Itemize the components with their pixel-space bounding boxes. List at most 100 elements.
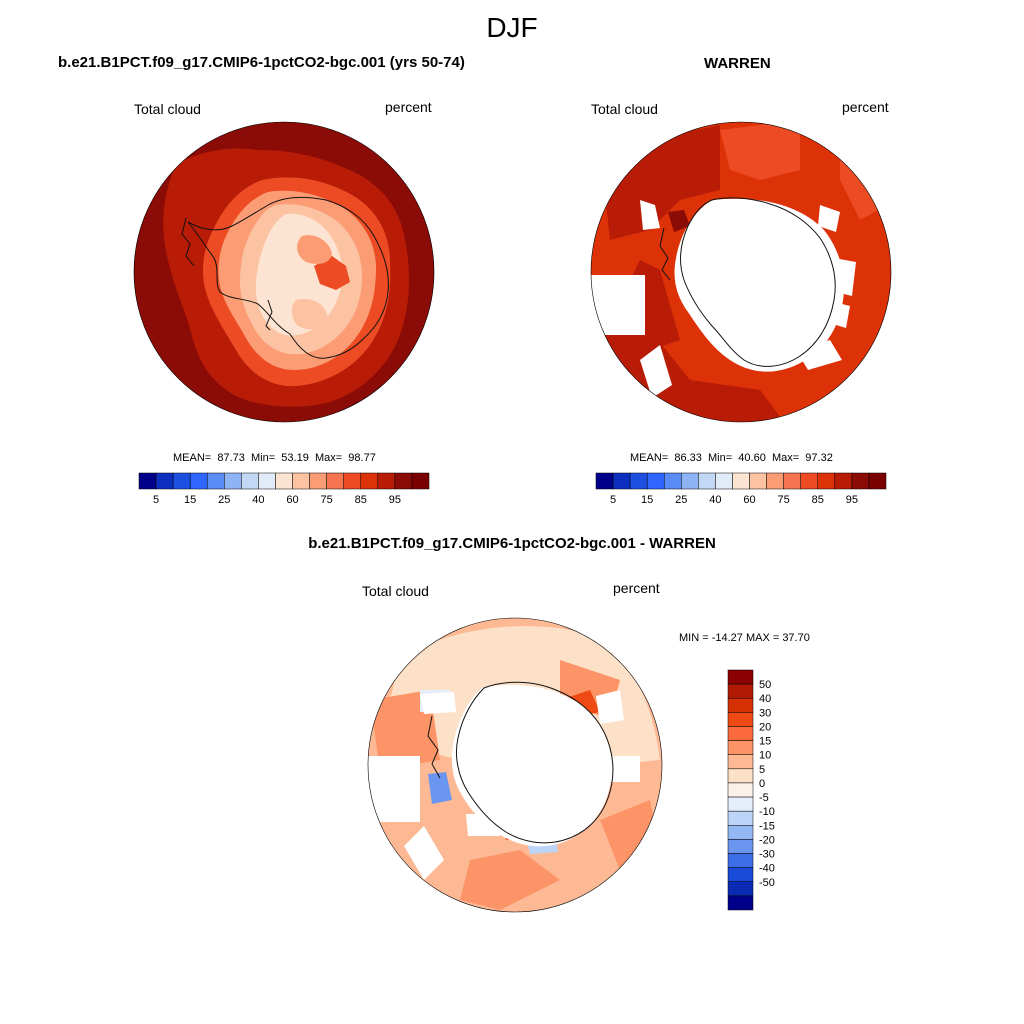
- diff-colorbar-box: [727, 712, 754, 727]
- obs-colorbar-box: [612, 472, 631, 490]
- diff-colorbar-box: [727, 754, 754, 770]
- diff-colorbar-box: [727, 810, 754, 826]
- model-colorbar-box: [189, 472, 208, 490]
- model-colorbar-box: [343, 472, 362, 490]
- obs-colorbar-box: [595, 472, 614, 490]
- diff-colorbar-box: [727, 796, 754, 812]
- obs-colorbar-box: [715, 472, 733, 490]
- diff-colorbar-box: [727, 895, 754, 911]
- model-colorbar-tick-label: 85: [355, 494, 367, 506]
- obs-colorbar-box: [766, 472, 784, 490]
- diff-units-label: percent: [613, 580, 660, 596]
- obs-colorbar-box: [851, 472, 870, 490]
- diff-colorbar-box: [727, 782, 754, 798]
- obs-colorbar-tick-label: 60: [743, 494, 755, 506]
- diff-colorbar-tick-label: -50: [759, 877, 775, 889]
- model-colorbar-tick-label: 25: [218, 494, 230, 506]
- obs-colorbar: 5 15 25 40 60 75 85 95: [595, 472, 887, 506]
- model-colorbar-box: [138, 472, 157, 490]
- diff-colorbar-box: [727, 683, 754, 699]
- obs-colorbar-box: [732, 472, 750, 490]
- obs-colorbar-box: [817, 472, 836, 490]
- diff-colorbar-box: [727, 768, 754, 784]
- obs-max-label: Max=: [771, 452, 800, 464]
- model-panel-title: b.e21.B1PCT.f09_g17.CMIP6-1pctCO2-bgc.00…: [58, 54, 465, 71]
- obs-variable-label: Total cloud: [591, 101, 658, 117]
- diff-colorbar-tick-label: -15: [759, 820, 775, 832]
- model-colorbar-box: [258, 472, 276, 490]
- diff-colorbar-tick-label: -20: [759, 834, 775, 846]
- model-colorbar: 5 15 25 40 60 75 85 95: [138, 472, 430, 506]
- model-colorbar-box: [172, 472, 191, 490]
- obs-colorbar-box: [698, 472, 716, 490]
- obs-colorbar-tick-label: 15: [641, 494, 653, 506]
- model-units-label: percent: [385, 99, 432, 115]
- model-colorbar-box: [241, 472, 259, 490]
- obs-colorbar-tick-label: 40: [709, 494, 721, 506]
- diff-panel-title: b.e21.B1PCT.f09_g17.CMIP6-1pctCO2-bgc.00…: [308, 535, 716, 552]
- obs-panel-title: WARREN: [704, 55, 771, 72]
- model-max-label: Max=: [314, 452, 343, 464]
- obs-colorbar-box: [681, 472, 699, 490]
- model-colorbar-box: [309, 472, 327, 490]
- diff-colorbar-tick-label: 0: [759, 778, 765, 790]
- diff-colorbar-box: [727, 853, 754, 868]
- obs-colorbar-box: [749, 472, 767, 490]
- diff-colorbar-tick-label: 50: [759, 679, 771, 691]
- obs-colorbar-box: [783, 472, 801, 490]
- obs-colorbar-box: [663, 472, 682, 490]
- model-min-value: 53.19: [281, 452, 309, 464]
- diff-colorbar-tick-label: 40: [759, 693, 771, 705]
- obs-max-value: 97.32: [805, 452, 833, 464]
- diff-colorbar-tick-label: -30: [759, 849, 775, 861]
- model-colorbar-tick-label: 15: [184, 494, 196, 506]
- model-colorbar-tick-label: 75: [321, 494, 333, 506]
- model-map: [134, 122, 434, 422]
- diff-colorbar-box: [727, 881, 754, 897]
- obs-min-value: 40.60: [738, 452, 766, 464]
- model-colorbar-box: [292, 472, 310, 490]
- obs-stats: MEAN= 86.33 Min= 40.60 Max= 97.32: [630, 452, 833, 464]
- model-colorbar-box: [411, 472, 430, 490]
- obs-mean-value: 86.33: [674, 452, 702, 464]
- model-colorbar-box: [275, 472, 293, 490]
- diff-colorbar-box: [727, 740, 754, 755]
- obs-colorbar-box: [868, 472, 887, 490]
- diff-colorbar-box: [727, 867, 754, 883]
- diff-colorbar-tick-label: 30: [759, 707, 771, 719]
- model-colorbar-box: [326, 472, 344, 490]
- model-colorbar-tick-label: 5: [153, 494, 159, 506]
- model-colorbar-box: [224, 472, 242, 490]
- model-colorbar-tick-label: 95: [389, 494, 401, 506]
- diff-map: [368, 618, 662, 912]
- diff-minmax: MIN = -14.27 MAX = 37.70: [679, 632, 810, 644]
- diff-colorbar-tick-label: 15: [759, 736, 771, 748]
- obs-colorbar-box: [629, 472, 648, 490]
- obs-colorbar-tick-label: 75: [778, 494, 790, 506]
- diff-colorbar-tick-label: 20: [759, 721, 771, 733]
- diff-colorbar-box: [727, 697, 754, 713]
- obs-colorbar-box: [800, 472, 819, 490]
- model-colorbar-tick-label: 60: [286, 494, 298, 506]
- model-colorbar-box: [377, 472, 396, 490]
- model-max-value: 98.77: [348, 452, 376, 464]
- obs-colorbar-tick-label: 25: [675, 494, 687, 506]
- diff-colorbar-tick-label: -40: [759, 863, 775, 875]
- diff-colorbar-box: [727, 726, 754, 741]
- model-colorbar-box: [155, 472, 174, 490]
- obs-units-label: percent: [842, 99, 889, 115]
- diff-colorbar-tick-label: 5: [759, 764, 765, 776]
- model-stats: MEAN= 87.73 Min= 53.19 Max= 98.77: [173, 452, 376, 464]
- model-colorbar-box: [206, 472, 225, 490]
- diff-colorbar-box: [727, 825, 754, 840]
- diff-colorbar-tick-label: -5: [759, 792, 769, 804]
- obs-colorbar-box: [834, 472, 853, 490]
- model-mean-value: 87.73: [217, 452, 245, 464]
- obs-colorbar-tick-label: 95: [846, 494, 858, 506]
- model-colorbar-box: [360, 472, 379, 490]
- diff-colorbar-box: [727, 669, 754, 685]
- diff-colorbar-box: [727, 839, 754, 854]
- model-min-label: Min=: [251, 452, 276, 464]
